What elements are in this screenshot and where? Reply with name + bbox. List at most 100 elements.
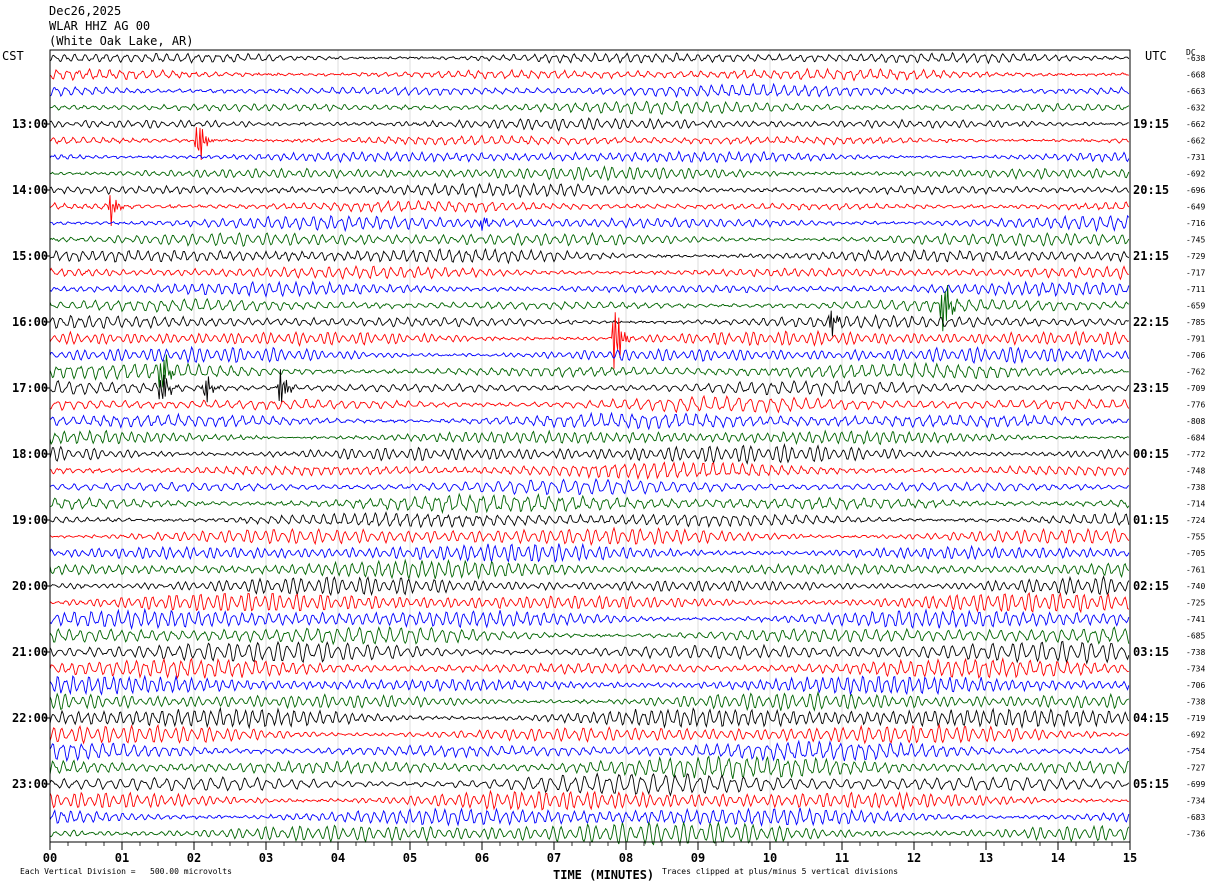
x-tick-label: 11 [835, 851, 849, 865]
hour-labels: 13:00 14:00 15:00 16:00 17:00 18:00 19:00 20:00… [12, 117, 1169, 791]
dc-offset-label: -706 [1186, 681, 1205, 690]
dc-offset-label: -706 [1186, 351, 1205, 360]
dc-offset-label: -684 [1186, 434, 1205, 443]
trace-row-40 [49, 706, 1130, 730]
left-hour-label: 21:00 [12, 645, 48, 659]
dc-offset-label: -649 [1186, 203, 1205, 212]
x-tick-label: 04 [331, 851, 345, 865]
trace-row-47 [49, 820, 1130, 846]
dc-offset-label: -696 [1186, 186, 1205, 195]
dc-offset-label: -755 [1186, 533, 1205, 542]
dc-offset-label: -711 [1186, 285, 1205, 294]
x-tick-label: 06 [475, 851, 489, 865]
right-hour-label: 02:15 [1133, 579, 1169, 593]
dc-offset-label: -727 [1186, 764, 1205, 773]
trace-row-0 [49, 51, 1130, 65]
x-tick-label: 03 [259, 851, 273, 865]
right-hour-label: 03:15 [1133, 645, 1169, 659]
trace-row-3 [49, 100, 1130, 116]
trace-row-43 [49, 755, 1129, 780]
dc-offset-label: -785 [1186, 318, 1205, 327]
trace-row-13 [49, 265, 1129, 281]
left-hour-label: 15:00 [12, 249, 48, 263]
x-tick-label: 08 [619, 851, 633, 865]
trace-row-44 [49, 772, 1130, 797]
dc-offset-label: -638 [1186, 54, 1205, 63]
trace-row-19 [49, 354, 1129, 388]
header-date: Dec26,2025 [49, 4, 122, 18]
dc-offset-label: -745 [1186, 236, 1205, 245]
dc-offset-label: -738 [1186, 698, 1205, 707]
left-hour-label: 19:00 [12, 513, 48, 527]
trace-row-1 [49, 67, 1129, 82]
dc-offset-label: -734 [1186, 665, 1205, 674]
dc-offset-label: -692 [1186, 731, 1205, 740]
trace-row-23 [49, 429, 1130, 446]
x-tick-label: 01 [115, 851, 129, 865]
dc-offset-label: -668 [1186, 71, 1205, 80]
trace-row-7 [49, 165, 1130, 182]
plot-frame [49, 49, 1131, 843]
trace-row-29 [49, 526, 1130, 546]
dc-offset-label: -632 [1186, 104, 1205, 113]
trace-row-42 [49, 739, 1130, 763]
right-hour-label: 22:15 [1133, 315, 1169, 329]
trace-row-24 [49, 443, 1129, 465]
trace-row-37 [49, 657, 1129, 680]
trace-row-31 [49, 558, 1130, 581]
header-location: (White Oak Lake, AR) [49, 34, 194, 48]
dc-offset-label: -714 [1186, 500, 1205, 509]
dc-offset-label: -738 [1186, 483, 1205, 492]
trace-row-39 [49, 690, 1130, 712]
left-hour-label: 16:00 [12, 315, 48, 329]
trace-row-15 [49, 284, 1130, 332]
left-hour-label: 20:00 [12, 579, 48, 593]
trace-row-11 [49, 231, 1130, 247]
dc-offset-label: -662 [1186, 137, 1205, 146]
dc-offset-label: -699 [1186, 780, 1205, 789]
right-hour-label: 04:15 [1133, 711, 1169, 725]
left-hour-label: 22:00 [12, 711, 48, 725]
dc-offset-label: -736 [1186, 830, 1205, 839]
dc-offset-label: -734 [1186, 797, 1205, 806]
trace-row-5 [49, 127, 1130, 161]
dc-offset-label: -738 [1186, 648, 1205, 657]
left-hour-label: 18:00 [12, 447, 48, 461]
x-tick-label: 02 [187, 851, 201, 865]
trace-row-2 [49, 82, 1130, 98]
trace-row-21 [49, 394, 1130, 414]
x-axis-title: TIME (MINUTES) [553, 868, 655, 882]
dc-offset-label: -685 [1186, 632, 1205, 641]
clip-note: Traces clipped at plus/minus 5 vertical … [662, 867, 899, 876]
right-hour-label: 21:15 [1133, 249, 1169, 263]
x-tick-label: 13 [979, 851, 993, 865]
x-tick-label: 15 [1123, 851, 1137, 865]
dc-column-label: DC [1186, 48, 1196, 57]
right-hour-label: 23:15 [1133, 381, 1169, 395]
trace-row-30 [49, 542, 1130, 564]
x-tick-label: 05 [403, 851, 417, 865]
dc-offset-label: -719 [1186, 714, 1205, 723]
left-timezone-label: CST [2, 49, 24, 63]
trace-row-6 [49, 150, 1130, 164]
right-hour-label: 00:15 [1133, 447, 1169, 461]
trace-row-12 [49, 247, 1130, 265]
dc-offset-label: -709 [1186, 384, 1205, 393]
x-tick-label: 07 [547, 851, 561, 865]
x-tick-label: 00 [43, 851, 57, 865]
trace-row-45 [49, 789, 1129, 811]
dc-offset-label: -724 [1186, 516, 1205, 525]
dc-offset-label: -748 [1186, 467, 1205, 476]
dc-offset-label: -659 [1186, 302, 1205, 311]
trace-row-36 [49, 640, 1130, 665]
trace-row-33 [49, 591, 1130, 614]
trace-row-25 [49, 461, 1130, 481]
left-hour-label: 17:00 [12, 381, 48, 395]
dc-offset-label: -717 [1186, 269, 1205, 278]
x-tick-label: 09 [691, 851, 705, 865]
x-tick-label: 12 [907, 851, 921, 865]
trace-row-4 [49, 117, 1129, 132]
dc-offset-label: -776 [1186, 401, 1205, 410]
trace-row-46 [49, 807, 1130, 827]
